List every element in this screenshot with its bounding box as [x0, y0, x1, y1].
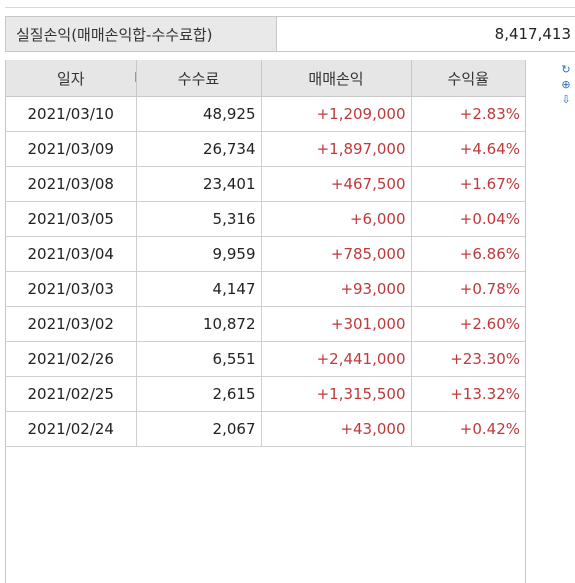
column-header-pnl[interactable]: 매매손익: [261, 60, 412, 97]
cell-rate: +4.64%: [411, 131, 525, 167]
summary-bar: 실질손익(매매손익합-수수료합) 8,417,413: [5, 16, 575, 52]
daily-pnl-grid: 일자 수수료 매매손익 수익율 2021/03/10 48,925 +1,209,0…: [5, 60, 526, 583]
column-resize-handle[interactable]: [134, 72, 136, 82]
cell-fee: 10,872: [136, 306, 262, 342]
cell-pnl: +93,000: [261, 271, 412, 307]
cell-rate: +0.78%: [411, 271, 525, 307]
cell-fee: 2,615: [136, 376, 262, 412]
cell-pnl: +301,000: [261, 306, 412, 342]
cell-date: 2021/03/02: [6, 306, 137, 342]
cell-rate: +0.42%: [411, 411, 525, 447]
table-row[interactable]: 2021/02/24 2,067 +43,000 +0.42%: [6, 411, 525, 447]
table-row[interactable]: 2021/02/26 6,551 +2,441,000 +23.30%: [6, 341, 525, 377]
cell-pnl: +785,000: [261, 236, 412, 272]
cell-rate: +23.30%: [411, 341, 525, 377]
cell-fee: 23,401: [136, 166, 262, 202]
table-row[interactable]: 2021/03/02 10,872 +301,000 +2.60%: [6, 306, 525, 342]
cell-pnl: +6,000: [261, 201, 412, 237]
cell-date: 2021/03/08: [6, 166, 137, 202]
cell-rate: +2.60%: [411, 306, 525, 342]
cell-pnl: +43,000: [261, 411, 412, 447]
cell-fee: 26,734: [136, 131, 262, 167]
cell-pnl: +467,500: [261, 166, 412, 202]
table-row[interactable]: 2021/03/09 26,734 +1,897,000 +4.64%: [6, 131, 525, 167]
refresh-icon[interactable]: ↻: [561, 63, 571, 76]
cell-fee: 5,316: [136, 201, 262, 237]
cell-pnl: +1,209,000: [261, 96, 412, 132]
table-row[interactable]: 2021/02/25 2,615 +1,315,500 +13.32%: [6, 376, 525, 412]
top-divider: [5, 7, 575, 8]
cell-pnl: +2,441,000: [261, 341, 412, 377]
cell-rate: +6.86%: [411, 236, 525, 272]
cell-date: 2021/03/09: [6, 131, 137, 167]
cell-fee: 6,551: [136, 341, 262, 377]
cell-date: 2021/02/25: [6, 376, 137, 412]
cell-fee: 48,925: [136, 96, 262, 132]
cell-date: 2021/03/10: [6, 96, 137, 132]
expand-icon[interactable]: ⊕: [561, 78, 571, 91]
cell-fee: 9,959: [136, 236, 262, 272]
summary-value: 8,417,413: [494, 25, 571, 43]
column-header-rate[interactable]: 수익율: [411, 60, 525, 97]
cell-fee: 4,147: [136, 271, 262, 307]
cell-date: 2021/02/24: [6, 411, 137, 447]
table-row[interactable]: 2021/03/03 4,147 +93,000 +0.78%: [6, 271, 525, 307]
cell-date: 2021/03/05: [6, 201, 137, 237]
cell-date: 2021/03/04: [6, 236, 137, 272]
cell-date: 2021/03/03: [6, 271, 137, 307]
cell-pnl: +1,315,500: [261, 376, 412, 412]
table-header-row: 일자 수수료 매매손익 수익율: [6, 60, 525, 97]
download-icon[interactable]: ⇩: [561, 93, 571, 106]
table-row[interactable]: 2021/03/04 9,959 +785,000 +6.86%: [6, 236, 525, 272]
cell-rate: +0.04%: [411, 201, 525, 237]
cell-rate: +2.83%: [411, 96, 525, 132]
table-row[interactable]: 2021/03/05 5,316 +6,000 +0.04%: [6, 201, 525, 237]
cell-rate: +13.32%: [411, 376, 525, 412]
column-header-date[interactable]: 일자: [6, 60, 137, 97]
daily-pnl-table: 일자 수수료 매매손익 수익율 2021/03/10 48,925 +1,209,0…: [6, 60, 525, 447]
table-row[interactable]: 2021/03/08 23,401 +467,500 +1.67%: [6, 166, 525, 202]
cell-date: 2021/02/26: [6, 341, 137, 377]
cell-rate: +1.67%: [411, 166, 525, 202]
side-toolbar: ↻ ⊕ ⇩: [560, 64, 574, 109]
table-row[interactable]: 2021/03/10 48,925 +1,209,000 +2.83%: [6, 96, 525, 132]
column-header-fee[interactable]: 수수료: [136, 60, 262, 97]
cell-pnl: +1,897,000: [261, 131, 412, 167]
cell-fee: 2,067: [136, 411, 262, 447]
summary-label: 실질손익(매매손익합-수수료합): [5, 17, 277, 51]
